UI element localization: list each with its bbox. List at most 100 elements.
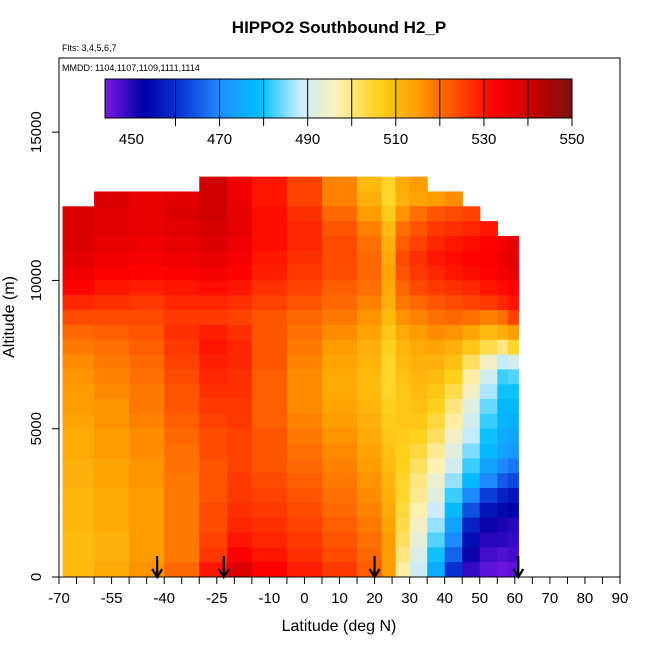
heatmap-cell (129, 221, 165, 237)
x-tick-label: 90 (612, 590, 629, 607)
heatmap-cell (164, 399, 200, 415)
heatmap-cell (395, 473, 411, 489)
heatmap-cell (409, 443, 428, 459)
heatmap-cell (251, 265, 288, 282)
heatmap-cell (357, 384, 383, 400)
heatmap-cell (427, 384, 446, 400)
heatmap-cell (507, 443, 519, 459)
heatmap-cell (395, 235, 411, 252)
heatmap-cell (227, 221, 253, 237)
heatmap-cell (427, 235, 446, 252)
heatmap-cell (409, 280, 428, 296)
heatmap-cell (409, 458, 428, 474)
heatmap-cell (251, 250, 288, 267)
heatmap-cell (395, 443, 411, 459)
y-tick-label: 5000 (28, 412, 45, 445)
heatmap-cell (227, 354, 253, 370)
heatmap-cell (479, 295, 498, 311)
heatmap-cell (409, 473, 428, 489)
heatmap-cell (507, 280, 519, 296)
colorbar: 450 470 490 510 530 550 (104, 78, 585, 148)
heatmap-cell (395, 369, 411, 385)
heatmap-cell (427, 547, 446, 563)
heatmap-cell (227, 339, 253, 356)
heatmap-cell (129, 443, 165, 459)
heatmap-cell (129, 206, 165, 222)
heatmap-cell (227, 399, 253, 415)
heatmap-cell (94, 339, 130, 356)
heatmap-cell (479, 310, 498, 326)
heatmap-cell (409, 547, 428, 563)
heatmap-cell (409, 399, 428, 415)
heatmap-cell (409, 354, 428, 370)
heatmap-cell (94, 295, 130, 311)
heatmap-cell (427, 413, 446, 430)
heatmap-cell (94, 354, 130, 370)
heatmap-cell (409, 221, 428, 237)
heatmap-cell (321, 310, 358, 326)
heatmap-cell (462, 295, 481, 311)
heatmap-cell (321, 280, 358, 296)
heatmap-cell (444, 191, 463, 207)
heatmap-cell (251, 473, 288, 489)
heatmap-cell (479, 502, 498, 519)
heatmap-cell (497, 354, 509, 370)
heatmap-cell (427, 250, 446, 267)
heatmap-cell (199, 369, 228, 385)
heatmap-cell (251, 324, 288, 341)
heatmap-cell (427, 354, 446, 370)
heatmap-cell (251, 413, 288, 430)
heatmap-cell (129, 502, 165, 519)
heatmap-cell (164, 369, 200, 385)
heatmap-cell (129, 413, 165, 430)
heatmap-cell (164, 310, 200, 326)
heatmap-cell (199, 547, 228, 563)
x-tick-label: 0 (300, 590, 308, 607)
heatmap-cell (507, 384, 519, 400)
heatmap-cell (164, 502, 200, 519)
x-axis-label: Latitude (deg N) (282, 618, 397, 635)
heatmap-cell (286, 532, 323, 548)
heatmap-cell (94, 221, 130, 237)
heatmap-cell (427, 473, 446, 489)
heatmap-cell (164, 250, 200, 267)
heatmap-cell (321, 176, 358, 193)
heatmap-cell (497, 339, 509, 356)
heatmap-cell (497, 384, 509, 400)
heatmap-cell (129, 265, 165, 282)
heatmap-cell (62, 354, 95, 370)
heatmap-cell (357, 235, 383, 252)
heatmap-cell (164, 235, 200, 252)
heatmap-cell (479, 339, 498, 356)
heatmap-cell (497, 458, 509, 474)
heatmap-cell (479, 369, 498, 385)
heatmap-cell (321, 295, 358, 311)
heatmap-cell (321, 443, 358, 459)
heatmap-cell (227, 547, 253, 563)
heatmap-cell (164, 458, 200, 474)
heatmap-cell (395, 399, 411, 415)
heatmap-cell (462, 517, 481, 534)
heatmap-cell (395, 265, 411, 282)
heatmap-cell (227, 488, 253, 504)
heatmap-cell (199, 295, 228, 311)
heatmap-cell (381, 443, 397, 459)
heatmap-cell (427, 369, 446, 385)
heatmap-cell (129, 547, 165, 563)
heatmap-cell (251, 428, 288, 445)
heatmap-cell (227, 265, 253, 282)
heatmap-cell (357, 339, 383, 356)
heatmap-cell (444, 221, 463, 237)
heatmap-cell (227, 502, 253, 519)
heatmap-cell (357, 221, 383, 237)
x-tick-label: 10 (331, 590, 348, 607)
heatmap-cell (94, 399, 130, 415)
heatmap-cell (199, 473, 228, 489)
y-axis-label: Altitude (m) (1, 276, 18, 358)
heatmap-cell (462, 443, 481, 459)
heatmap-cell (497, 413, 509, 430)
heatmap-cell (199, 235, 228, 252)
heatmap-cell (427, 206, 446, 222)
colorbar-tick-label: 530 (471, 131, 496, 148)
